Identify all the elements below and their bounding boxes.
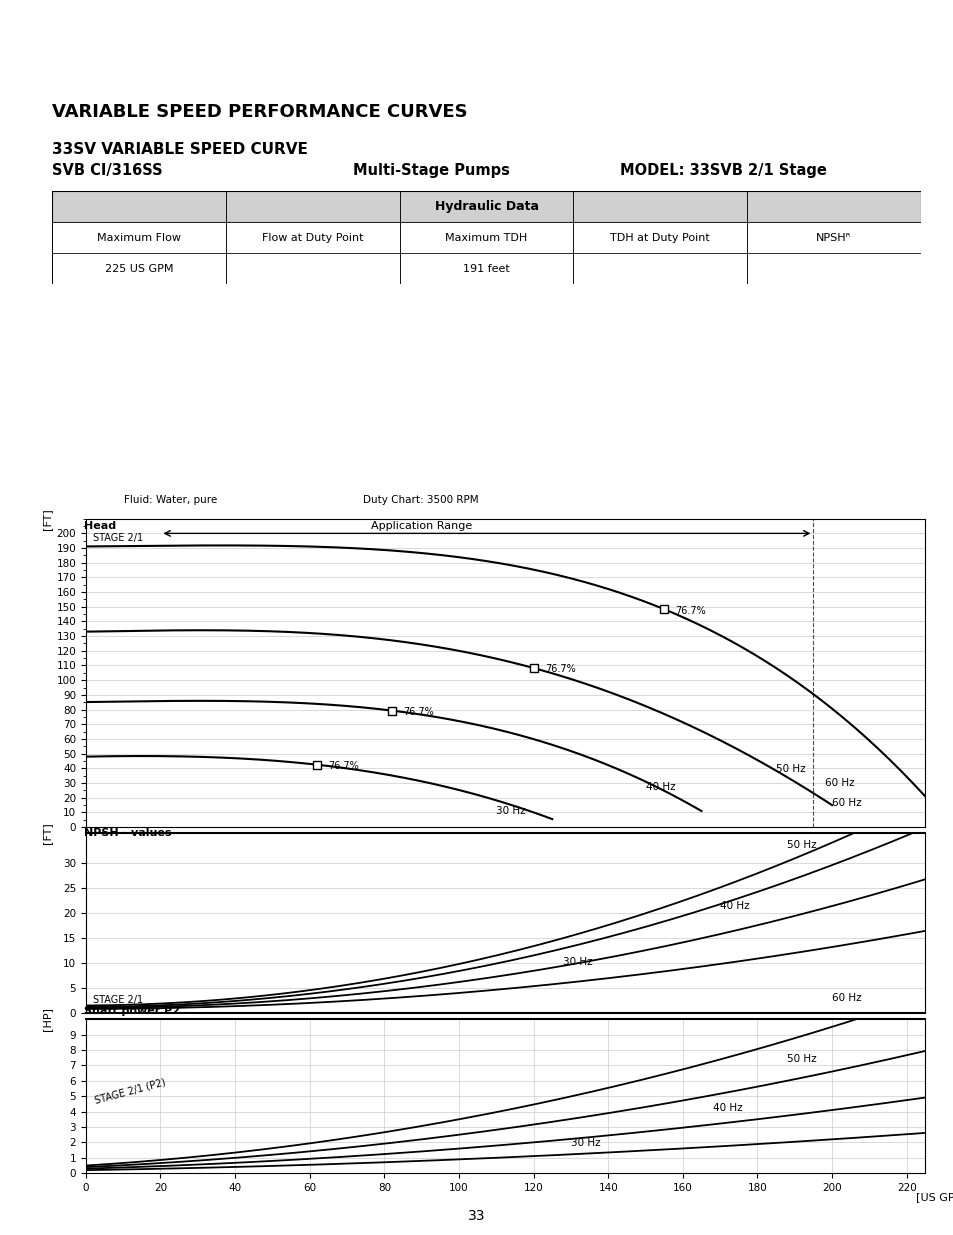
Text: STAGE 2/1: STAGE 2/1 <box>93 995 143 1005</box>
Bar <box>52 253 920 284</box>
Text: Fluid: Water, pure: Fluid: Water, pure <box>124 495 217 505</box>
Text: NPSH - values: NPSH - values <box>84 827 172 837</box>
Text: 50 Hz: 50 Hz <box>786 1053 816 1065</box>
Text: Shaft power P2: Shaft power P2 <box>84 1007 180 1016</box>
Y-axis label: [FT]: [FT] <box>42 508 52 530</box>
Bar <box>52 191 920 222</box>
Text: 40 Hz: 40 Hz <box>712 1103 741 1113</box>
Text: 50 Hz: 50 Hz <box>786 840 816 850</box>
Text: 30 Hz: 30 Hz <box>563 957 593 967</box>
Text: Hydraulic Data: Hydraulic Data <box>434 200 538 214</box>
Text: Maximum TDH: Maximum TDH <box>445 232 527 243</box>
Text: 40 Hz: 40 Hz <box>720 900 749 910</box>
Text: SVB CI/316SS: SVB CI/316SS <box>52 163 163 178</box>
Text: Application Range: Application Range <box>371 521 472 531</box>
Text: Maximum Flow: Maximum Flow <box>97 232 181 243</box>
Text: 33SV VARIABLE SPEED CURVE: 33SV VARIABLE SPEED CURVE <box>52 142 308 157</box>
Text: 40 Hz: 40 Hz <box>645 782 675 792</box>
Text: NPSHᴿ: NPSHᴿ <box>815 232 851 243</box>
Y-axis label: [HP]: [HP] <box>42 1007 52 1031</box>
Text: 60 Hz: 60 Hz <box>831 993 861 1003</box>
Text: 50 Hz: 50 Hz <box>776 763 805 774</box>
Text: 225 US GPM: 225 US GPM <box>105 263 173 274</box>
Text: Flow at Duty Point: Flow at Duty Point <box>262 232 363 243</box>
Text: VARIABLE SPEED PERFORMANCE CURVES: VARIABLE SPEED PERFORMANCE CURVES <box>52 104 468 121</box>
Text: 191 feet: 191 feet <box>462 263 510 274</box>
Text: MODEL: 33SVB 2/1 Stage: MODEL: 33SVB 2/1 Stage <box>619 163 826 178</box>
Text: STAGE 2/1 (P2): STAGE 2/1 (P2) <box>93 1077 167 1105</box>
Text: 76.7%: 76.7% <box>544 664 575 674</box>
Text: 30 Hz: 30 Hz <box>496 806 525 816</box>
Bar <box>52 222 920 253</box>
Text: Multi-Stage Pumps: Multi-Stage Pumps <box>353 163 509 178</box>
Y-axis label: [FT]: [FT] <box>42 823 52 844</box>
Text: 76.7%: 76.7% <box>402 706 434 718</box>
Text: 33: 33 <box>468 1209 485 1223</box>
Text: 76.7%: 76.7% <box>328 761 358 771</box>
Text: 76.7%: 76.7% <box>675 605 705 615</box>
Text: 60 Hz: 60 Hz <box>823 778 853 788</box>
Text: Head: Head <box>84 521 116 531</box>
X-axis label: [US GPM]: [US GPM] <box>915 1192 953 1202</box>
Text: TDH at Duty Point: TDH at Duty Point <box>610 232 709 243</box>
Text: Duty Chart: 3500 RPM: Duty Chart: 3500 RPM <box>362 495 477 505</box>
Text: 30 Hz: 30 Hz <box>570 1137 599 1147</box>
Text: 60 Hz: 60 Hz <box>831 798 861 808</box>
Text: STAGE 2/1: STAGE 2/1 <box>93 532 143 542</box>
